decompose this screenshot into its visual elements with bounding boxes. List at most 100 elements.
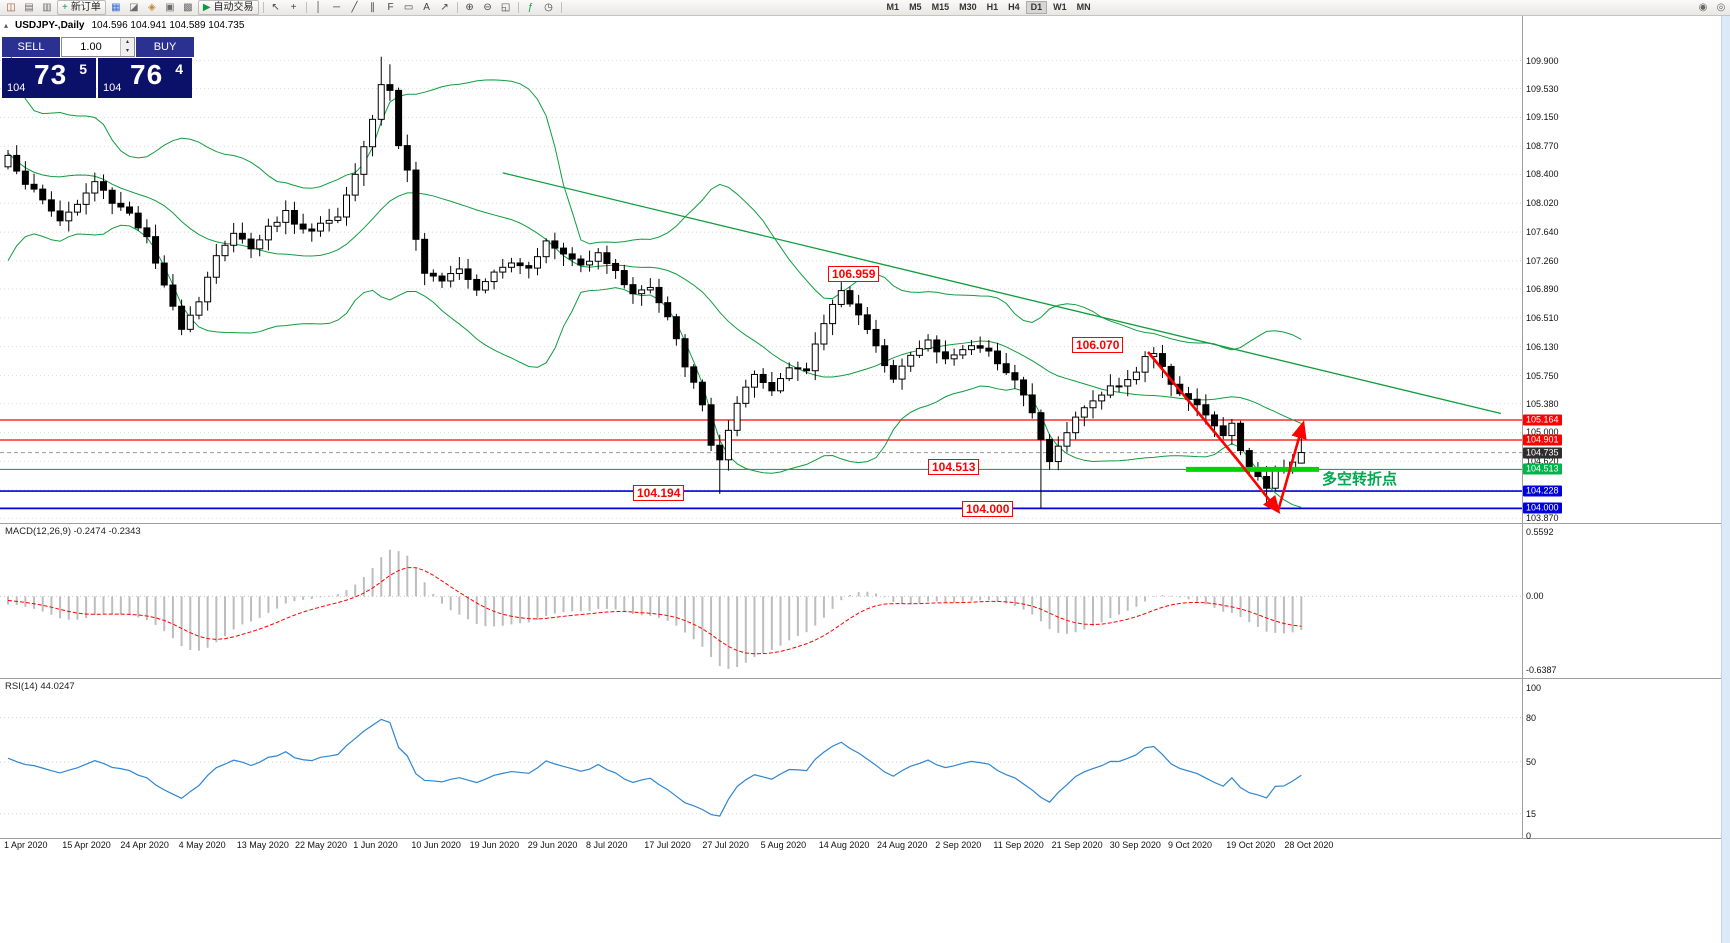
timeframe-button-m30[interactable]: M30 [959, 2, 977, 12]
one-click-trading-panel: SELL ▴ ▾ BUY 104 73 5 104 76 4 [2, 37, 194, 98]
sell-button[interactable]: SELL [2, 37, 60, 57]
zoom-out-icon[interactable]: ⊖ [480, 1, 496, 14]
data-window-icon: ◪ [129, 1, 139, 13]
new-order-button[interactable]: + 新订单 [57, 0, 106, 15]
turning-point-note[interactable]: 多空转折点 [1322, 471, 1398, 488]
equidistant-channel-icon[interactable]: ∥ [365, 1, 381, 14]
timeframe-button-m15[interactable]: M15 [931, 2, 950, 12]
macd-header: MACD(12,26,9) -0.2474 -0.2343 [5, 526, 141, 537]
terminal-icon[interactable]: ▣ [162, 1, 178, 14]
price-callout[interactable]: 106.959 [828, 266, 880, 282]
horizontal-line-icon[interactable]: ─ [329, 1, 345, 14]
buy-button[interactable]: BUY [136, 37, 194, 57]
shapes-icon[interactable]: ▭ [401, 1, 417, 14]
timeframe-button-m1[interactable]: M1 [886, 2, 900, 12]
cursor-icon: ↖ [271, 1, 280, 13]
chart-caption-icon[interactable]: ▴ [4, 21, 9, 30]
tile-windows-icon[interactable]: ◱ [498, 1, 514, 14]
text-label-icon[interactable]: A [419, 1, 435, 14]
crosshair-icon: + [290, 1, 297, 13]
toolbar-separator [305, 2, 307, 13]
data-window-icon[interactable]: ◪ [126, 1, 142, 14]
volume-decrease-button[interactable]: ▾ [121, 47, 134, 56]
volume-spinner: ▴ ▾ [120, 38, 134, 56]
timeframe-button-h1[interactable]: H1 [986, 2, 999, 12]
toolbar-separator [456, 2, 458, 13]
toolbar-separator [262, 2, 264, 13]
new-order-button-label: 新订单 [70, 1, 101, 13]
alerts-icon: ◉ [1698, 1, 1708, 13]
timeframe-button-w1[interactable]: W1 [1053, 2, 1067, 12]
toolbar-separator [517, 2, 519, 13]
horizontal-line-icon: ─ [333, 1, 341, 13]
strategy-tester-icon[interactable]: ▩ [180, 1, 196, 14]
tile-windows-icon: ◱ [500, 1, 511, 13]
new-chart-icon: ◫ [6, 1, 16, 13]
periods-icon[interactable]: ◷ [541, 1, 557, 14]
chart-list-icon: ▥ [42, 1, 52, 13]
timeframe-button-mn[interactable]: MN [1076, 2, 1091, 12]
periods-icon: ◷ [544, 1, 553, 13]
rsi-header: RSI(14) 44.0247 [5, 681, 75, 692]
market-watch-icon[interactable]: ▦ [108, 1, 124, 14]
chart-profiles-icon[interactable]: ▤ [21, 1, 37, 14]
volume-increase-button[interactable]: ▴ [121, 38, 134, 47]
vertical-scrollbar[interactable] [1721, 15, 1730, 943]
trendline-icon: ╱ [351, 1, 358, 13]
chart-caption: ▴ USDJPY-,Daily 104.596 104.941 104.589 … [4, 20, 244, 31]
arrow-objects-icon: ↗ [440, 1, 449, 13]
cursor-icon[interactable]: ↖ [268, 1, 284, 14]
strategy-tester-icon: ▩ [183, 1, 193, 13]
volume-input[interactable] [62, 38, 120, 56]
shapes-icon: ▭ [403, 1, 414, 13]
toolbar-separator [560, 2, 562, 13]
zoom-in-icon[interactable]: ⊕ [462, 1, 478, 14]
price-callout[interactable]: 104.513 [928, 459, 980, 475]
timeframe-button-m5[interactable]: M5 [909, 2, 922, 12]
vertical-line-icon[interactable]: │ [311, 1, 327, 14]
alerts-icon[interactable]: ◉ [1695, 1, 1711, 14]
auto-trading-button[interactable]: ▶ 自动交易 [197, 0, 259, 15]
fibonacci-icon: F [387, 1, 394, 13]
zoom-in-icon: ⊕ [465, 1, 474, 13]
chart-profiles-icon: ▤ [24, 1, 34, 13]
price-callout[interactable]: 104.194 [633, 485, 685, 501]
price-callout[interactable]: 106.070 [1072, 337, 1124, 353]
buy-price-box[interactable]: 104 76 4 [98, 58, 192, 98]
volume-box: ▴ ▾ [61, 37, 135, 57]
navigator-icon: ◈ [147, 1, 156, 13]
sell-price-box[interactable]: 104 73 5 [2, 58, 96, 98]
arrow-objects-icon[interactable]: ↗ [437, 1, 453, 14]
buy-price-main: 76 [130, 59, 164, 90]
timeframe-button-h4[interactable]: H4 [1008, 2, 1020, 12]
new-chart-icon[interactable]: ◫ [3, 1, 19, 14]
timeframe-group: M1 M5 M15 M30 H1 H4 D1 W1 MN [883, 1, 1095, 14]
crosshair-icon[interactable]: + [286, 1, 302, 14]
sell-price-prefix: 104 [7, 82, 26, 94]
navigator-icon[interactable]: ◈ [144, 1, 160, 14]
search-icon: ◎ [1716, 1, 1726, 13]
indicators-icon[interactable]: ƒ [523, 1, 539, 14]
auto-trading-button-label: 自动交易 [213, 1, 254, 13]
play-icon: ▶ [202, 1, 211, 13]
search-icon[interactable]: ◎ [1713, 1, 1729, 14]
fibonacci-icon[interactable]: F [383, 1, 399, 14]
buy-price-sup: 4 [175, 61, 183, 77]
timeframe-button-d1[interactable]: D1 [1025, 1, 1048, 14]
text-label-icon: A [423, 1, 430, 13]
symbol-period-label: USDJPY-,Daily [15, 20, 85, 31]
chart-list-icon[interactable]: ▥ [39, 1, 55, 14]
buy-price-prefix: 104 [103, 82, 122, 94]
toolbar: ◫ ▤ ▥ + 新订单 ▦ ◪ ◈ ▣ ▩ ▶ 自动交易 ↖ + │ ─ ╱ ∥ F ▭ A ↗ ⊕ ⊖ ◱ ƒ ◷ M1 M5 M15 M… [0, 0, 1730, 16]
trendline-icon[interactable]: ╱ [347, 1, 363, 14]
price-callout[interactable]: 104.000 [962, 501, 1014, 517]
terminal-icon: ▣ [165, 1, 175, 13]
ohlc-values: 104.596 104.941 104.589 104.735 [91, 20, 245, 31]
new-order-icon: + [62, 1, 68, 13]
sell-price-main: 73 [34, 59, 68, 90]
zoom-out-icon: ⊖ [483, 1, 492, 13]
equidistant-channel-icon: ∥ [370, 1, 376, 13]
sell-price-sup: 5 [79, 61, 87, 77]
